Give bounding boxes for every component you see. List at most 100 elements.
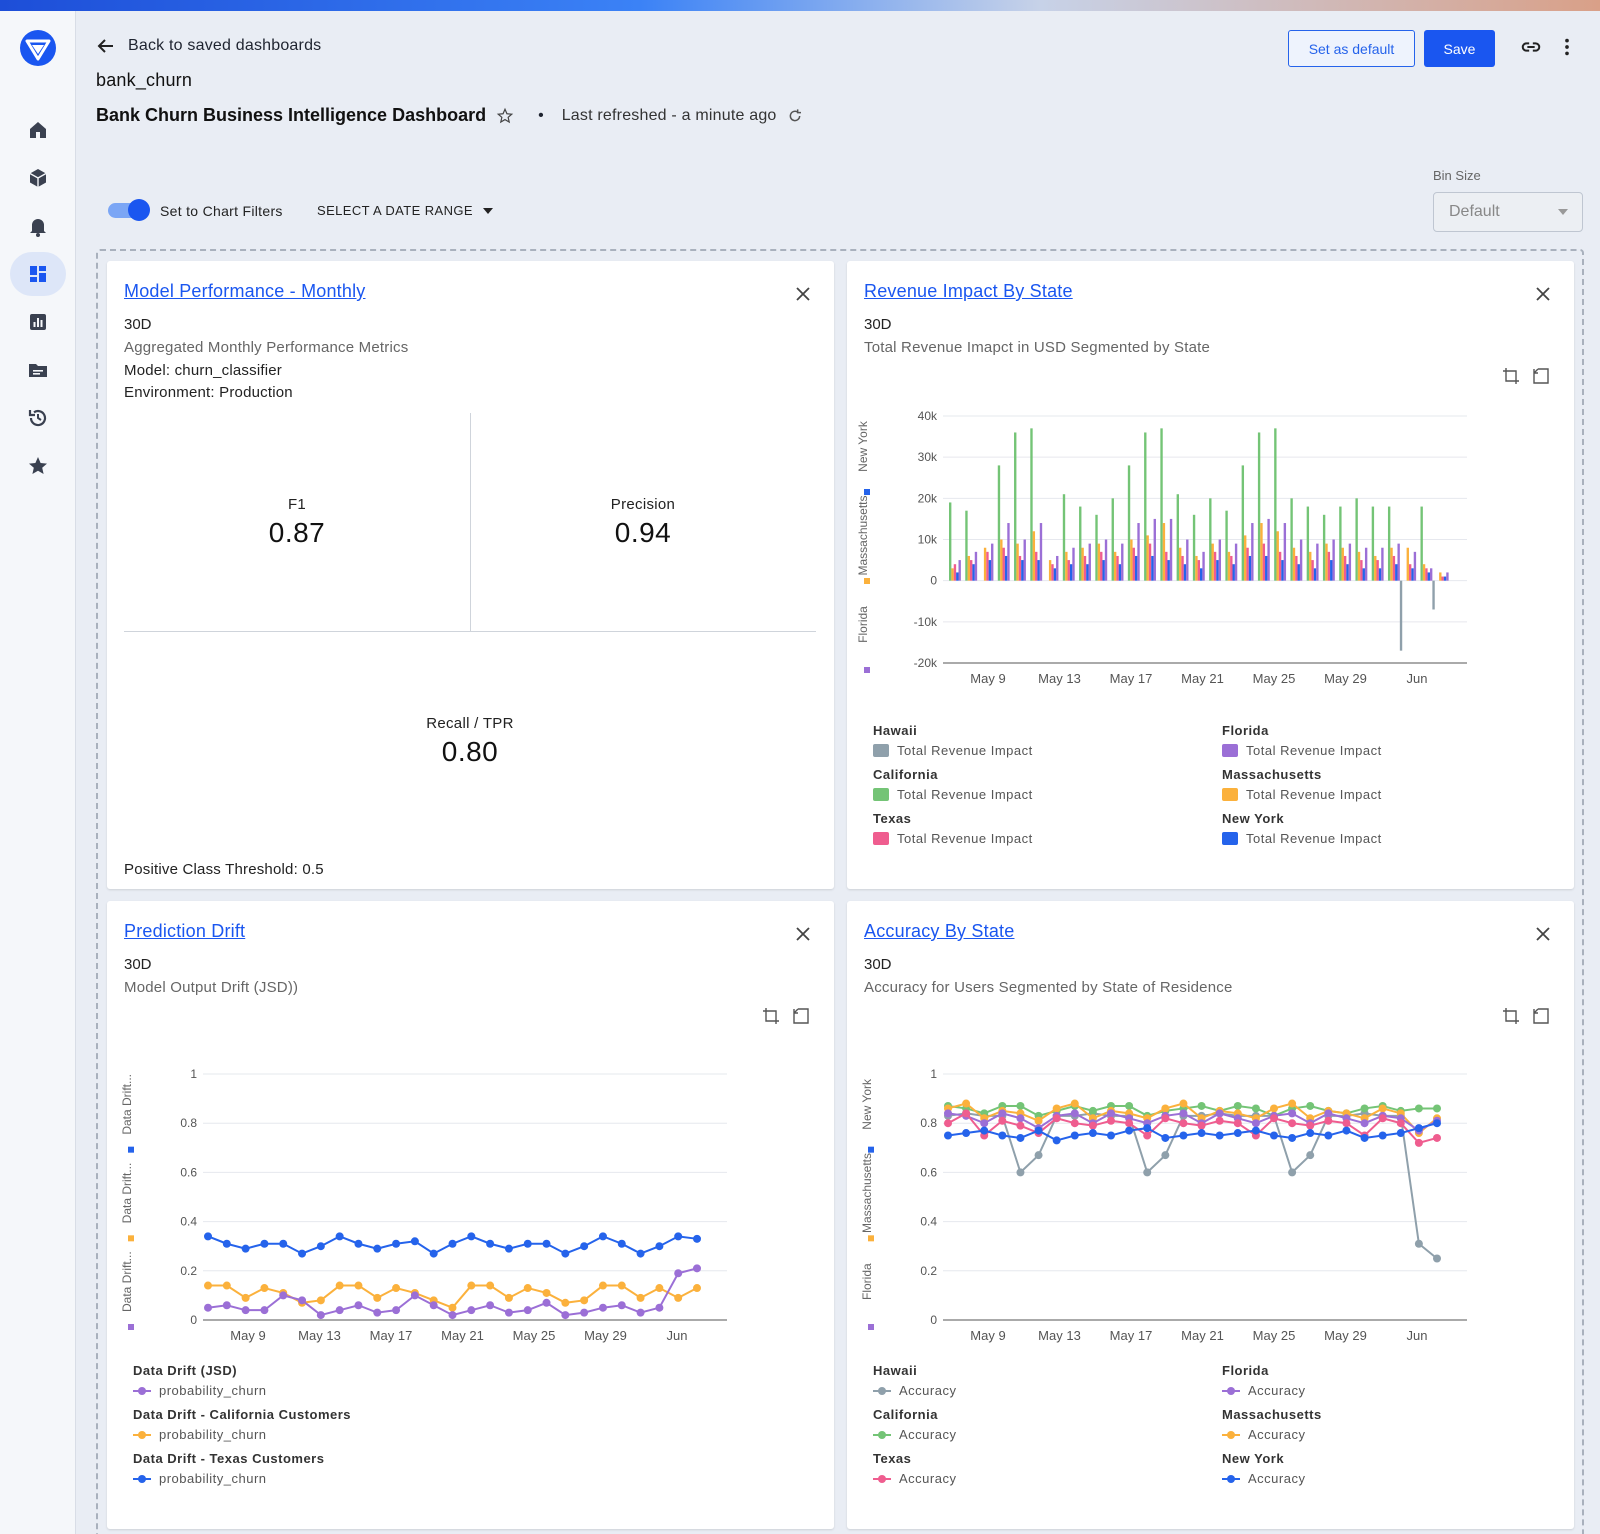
legend-item[interactable]: Massachusetts Total Revenue Impact <box>1222 767 1552 802</box>
legend-item[interactable]: Texas Total Revenue Impact <box>873 811 1203 846</box>
date-range-dropdown[interactable]: SELECT A DATE RANGE <box>317 203 493 218</box>
bar <box>953 564 957 581</box>
legend-item[interactable]: Massachusetts Accuracy <box>1222 1407 1552 1442</box>
reset-zoom-icon[interactable] <box>1532 367 1550 385</box>
save-button[interactable]: Save <box>1424 30 1495 67</box>
y-tick-label: 0 <box>930 574 937 588</box>
link-icon[interactable] <box>1520 36 1542 58</box>
nav-monitors[interactable] <box>10 204 66 248</box>
reset-zoom-icon[interactable] <box>1532 1007 1550 1025</box>
y-tick-label: 0.8 <box>180 1116 197 1130</box>
legend-label: Total Revenue Impact <box>897 743 1033 758</box>
card-title[interactable]: Revenue Impact By State <box>864 281 1073 301</box>
legend-item[interactable]: New York Total Revenue Impact <box>1222 811 1552 846</box>
kpi-value: 0.87 <box>268 517 326 548</box>
legend-item[interactable]: California Accuracy <box>873 1407 1203 1442</box>
bar <box>1392 555 1396 581</box>
data-point <box>1215 1109 1224 1118</box>
nav-models[interactable] <box>10 156 66 200</box>
bar <box>951 568 954 581</box>
crop-icon[interactable] <box>762 1007 780 1025</box>
legend-label: Accuracy <box>899 1471 957 1486</box>
data-point <box>429 1301 438 1310</box>
legend-item[interactable]: Hawaii Total Revenue Impact <box>873 723 1203 758</box>
side-legend-label: Data Drift... <box>120 1251 134 1312</box>
crop-icon[interactable] <box>1502 367 1520 385</box>
more-options-icon[interactable] <box>1556 36 1578 58</box>
data-point <box>1306 1101 1315 1110</box>
close-icon[interactable] <box>1534 925 1552 943</box>
close-icon[interactable] <box>794 285 812 303</box>
refresh-icon[interactable] <box>787 108 803 124</box>
reset-zoom-icon[interactable] <box>792 1007 810 1025</box>
legend-marker <box>1222 1474 1240 1484</box>
data-point <box>467 1232 476 1241</box>
series-line <box>947 1104 1437 1117</box>
data-point <box>298 1296 307 1305</box>
card-title[interactable]: Accuracy By State <box>864 921 1015 941</box>
back-link[interactable]: Back to saved dashboards <box>96 36 321 56</box>
nav-reports[interactable] <box>10 300 66 344</box>
kpi-value: 0.80 <box>441 736 499 767</box>
data-point <box>561 1298 570 1307</box>
legend-group: Hawaii <box>873 723 918 738</box>
x-tick-label: May 25 <box>1253 1328 1296 1343</box>
legend-marker <box>873 1474 891 1484</box>
data-point <box>1034 1151 1043 1160</box>
bar <box>956 572 959 581</box>
legend-item[interactable]: Texas Accuracy <box>873 1451 1203 1486</box>
data-point <box>1360 1119 1369 1128</box>
bar <box>1397 543 1400 581</box>
legend-item[interactable]: Data Drift (JSD) probability_churn <box>133 1363 463 1398</box>
data-point <box>1251 1126 1260 1135</box>
data-point <box>1324 1131 1333 1140</box>
data-point <box>1143 1124 1152 1133</box>
card-title[interactable]: Prediction Drift <box>124 921 246 941</box>
legend-item[interactable]: Florida Total Revenue Impact <box>1222 723 1552 758</box>
bar <box>1311 560 1314 581</box>
x-tick-label: May 21 <box>1181 671 1224 686</box>
bar <box>1355 498 1358 581</box>
data-point <box>1233 1119 1242 1128</box>
side-legend-marker <box>868 1235 874 1242</box>
close-icon[interactable] <box>1534 285 1552 303</box>
legend-item[interactable]: Data Drift - Texas Customers probability_… <box>133 1451 463 1486</box>
bar <box>1313 568 1317 581</box>
data-point <box>655 1303 664 1312</box>
legend-item[interactable]: New York Accuracy <box>1222 1451 1552 1486</box>
legend-item[interactable]: California Total Revenue Impact <box>873 767 1203 802</box>
data-point <box>1016 1101 1025 1110</box>
chart-filters-toggle[interactable] <box>108 199 150 221</box>
nav-home[interactable] <box>10 108 66 152</box>
legend-marker <box>1222 1430 1240 1440</box>
y-tick-label: 0.2 <box>180 1264 197 1278</box>
data-point <box>486 1239 495 1248</box>
bar <box>1332 539 1335 581</box>
data-point <box>1288 1099 1297 1108</box>
legend-item[interactable]: Florida Accuracy <box>1222 1363 1552 1398</box>
set-default-button[interactable]: Set as default <box>1288 30 1415 67</box>
data-point <box>1197 1101 1206 1110</box>
star-outline-icon[interactable] <box>496 107 514 125</box>
data-point <box>222 1281 231 1290</box>
chart-tools <box>1502 367 1550 385</box>
data-point <box>279 1239 288 1248</box>
nav-dashboards[interactable] <box>10 252 66 296</box>
data-point <box>1088 1129 1097 1138</box>
chart-filters-label: Set to Chart Filters <box>160 203 283 219</box>
side-legend-marker <box>128 1324 134 1330</box>
data-point <box>486 1281 495 1290</box>
legend-item[interactable]: Data Drift - California Customers probabi… <box>133 1407 463 1442</box>
crop-icon[interactable] <box>1502 1007 1520 1025</box>
data-point <box>410 1291 419 1300</box>
nav-files[interactable] <box>10 348 66 392</box>
nav-favorites[interactable] <box>10 444 66 488</box>
nav-history[interactable] <box>10 396 66 440</box>
bar <box>1030 428 1033 581</box>
legend-item[interactable]: Hawaii Accuracy <box>873 1363 1203 1398</box>
bar <box>1169 518 1173 581</box>
bin-size-select[interactable]: Default <box>1433 192 1583 232</box>
card-title[interactable]: Model Performance - Monthly <box>124 281 366 301</box>
close-icon[interactable] <box>794 925 812 943</box>
app-logo-icon[interactable] <box>19 29 57 67</box>
